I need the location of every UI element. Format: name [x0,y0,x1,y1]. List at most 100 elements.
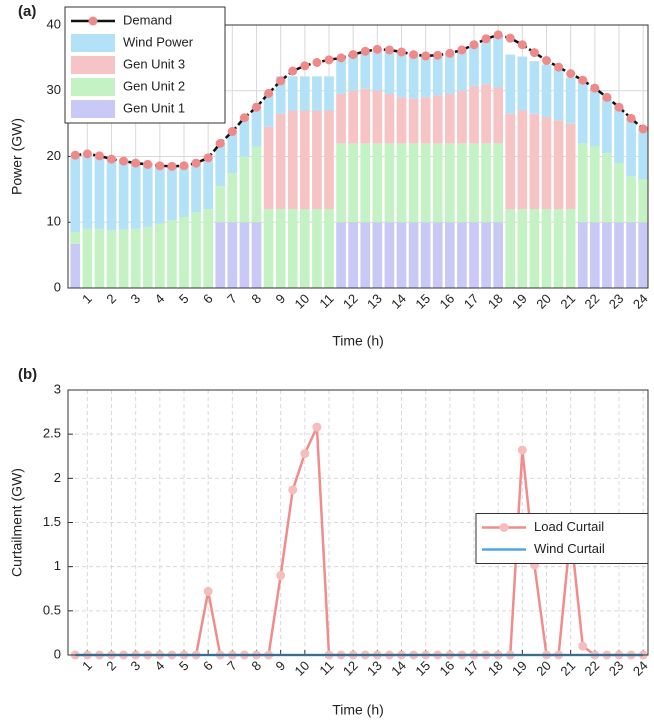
x-tick-label: 7 [224,658,240,674]
bar-segment [590,88,600,147]
legend-marker [499,523,509,532]
x-axis-label: Time (h) [332,702,384,718]
x-tick-label: 20 [533,291,554,312]
bar-segment [155,165,165,224]
marker [554,62,564,72]
bar-segment [408,143,419,223]
legend-swatch [71,100,115,118]
marker [203,586,213,596]
bar-segment [445,143,455,223]
x-tick-label: 9 [272,658,288,674]
marker [227,127,237,137]
bar-segment [215,222,226,288]
bar-segment [179,216,189,288]
chart-title: (b) [18,366,37,383]
bar-segment [614,222,624,288]
bar-segment [505,209,516,288]
x-tick-label: 2 [103,291,119,307]
bar-segment [142,164,153,227]
bar-segment [408,54,419,99]
x-tick-label: 2 [103,658,119,674]
marker [131,158,141,168]
bar-segment [106,230,117,288]
x-tick-label: 16 [437,291,458,312]
legend-marker [88,16,98,26]
bar-segment [493,34,503,88]
bar-segment [203,209,213,288]
bar-segment [191,212,201,288]
x-tick-label: 12 [340,291,361,312]
bar-segment [541,117,552,210]
marker [324,55,334,65]
x-tick-label: 13 [364,291,385,312]
bar-segment [312,76,322,111]
bar-segment [481,143,491,223]
bar-segment [553,209,564,288]
bar-segment [263,126,274,210]
bar-segment [505,54,516,114]
bar-segment [70,155,81,233]
bar-segment [396,97,407,144]
marker [614,102,624,112]
bar-segment [324,76,334,111]
bar-segment [263,93,274,127]
bar-segment [565,77,576,124]
bar-segment [142,226,153,288]
bar-segment [372,49,383,91]
marker [372,44,382,54]
x-tick-label: 19 [509,658,530,679]
bar-segment [360,51,371,89]
bar-segment [457,49,467,91]
bar-segment [638,128,648,180]
bar-segment [384,49,395,95]
bar-segment [203,157,213,210]
bar-segment [541,209,552,288]
marker [445,48,455,58]
marker [203,153,213,163]
x-tick-label: 23 [606,291,627,312]
y-tick-label: 3 [54,381,61,396]
bar-segment [626,118,636,177]
y-tick-label: 2 [54,470,61,485]
bar-segment [70,243,81,288]
bar-segment [602,153,612,223]
y-tick-label: 1 [54,558,61,573]
marker [566,69,576,79]
bar-segment [82,153,93,229]
bar-segment [263,209,274,288]
chart-title: (a) [18,3,36,20]
x-tick-label: 15 [412,658,433,679]
bar-segment [348,90,358,144]
x-axis-label: Time (h) [332,333,384,349]
marker [517,445,527,455]
bar-segment [118,161,129,230]
bar-segment [469,44,479,87]
marker [288,66,298,76]
bar-segment [94,155,105,229]
x-tick-label: 1 [79,291,95,307]
marker [107,154,116,164]
bar-segment [275,113,286,210]
marker [433,50,443,60]
legend-label: Load Curtail [534,519,604,534]
bar-segment [130,163,141,229]
x-tick-label: 1 [79,658,95,674]
marker [300,61,310,71]
bar-segment [348,222,358,288]
x-tick-label: 6 [200,658,216,674]
bar-segment [553,120,564,210]
marker [638,124,648,134]
bar-segment [541,64,552,118]
legend-label: Demand [123,12,172,27]
bar-segment [638,222,648,288]
x-tick-label: 9 [272,291,288,307]
x-tick-label: 3 [127,658,143,674]
marker [517,40,527,50]
legend: Load Curtail Wind Curtail [475,513,649,564]
bar-segment [445,222,455,288]
x-tick-label: 15 [412,291,433,312]
bar-segment [469,86,479,144]
marker [179,161,189,171]
bar-segment [432,95,443,144]
bar-segment [70,232,81,244]
